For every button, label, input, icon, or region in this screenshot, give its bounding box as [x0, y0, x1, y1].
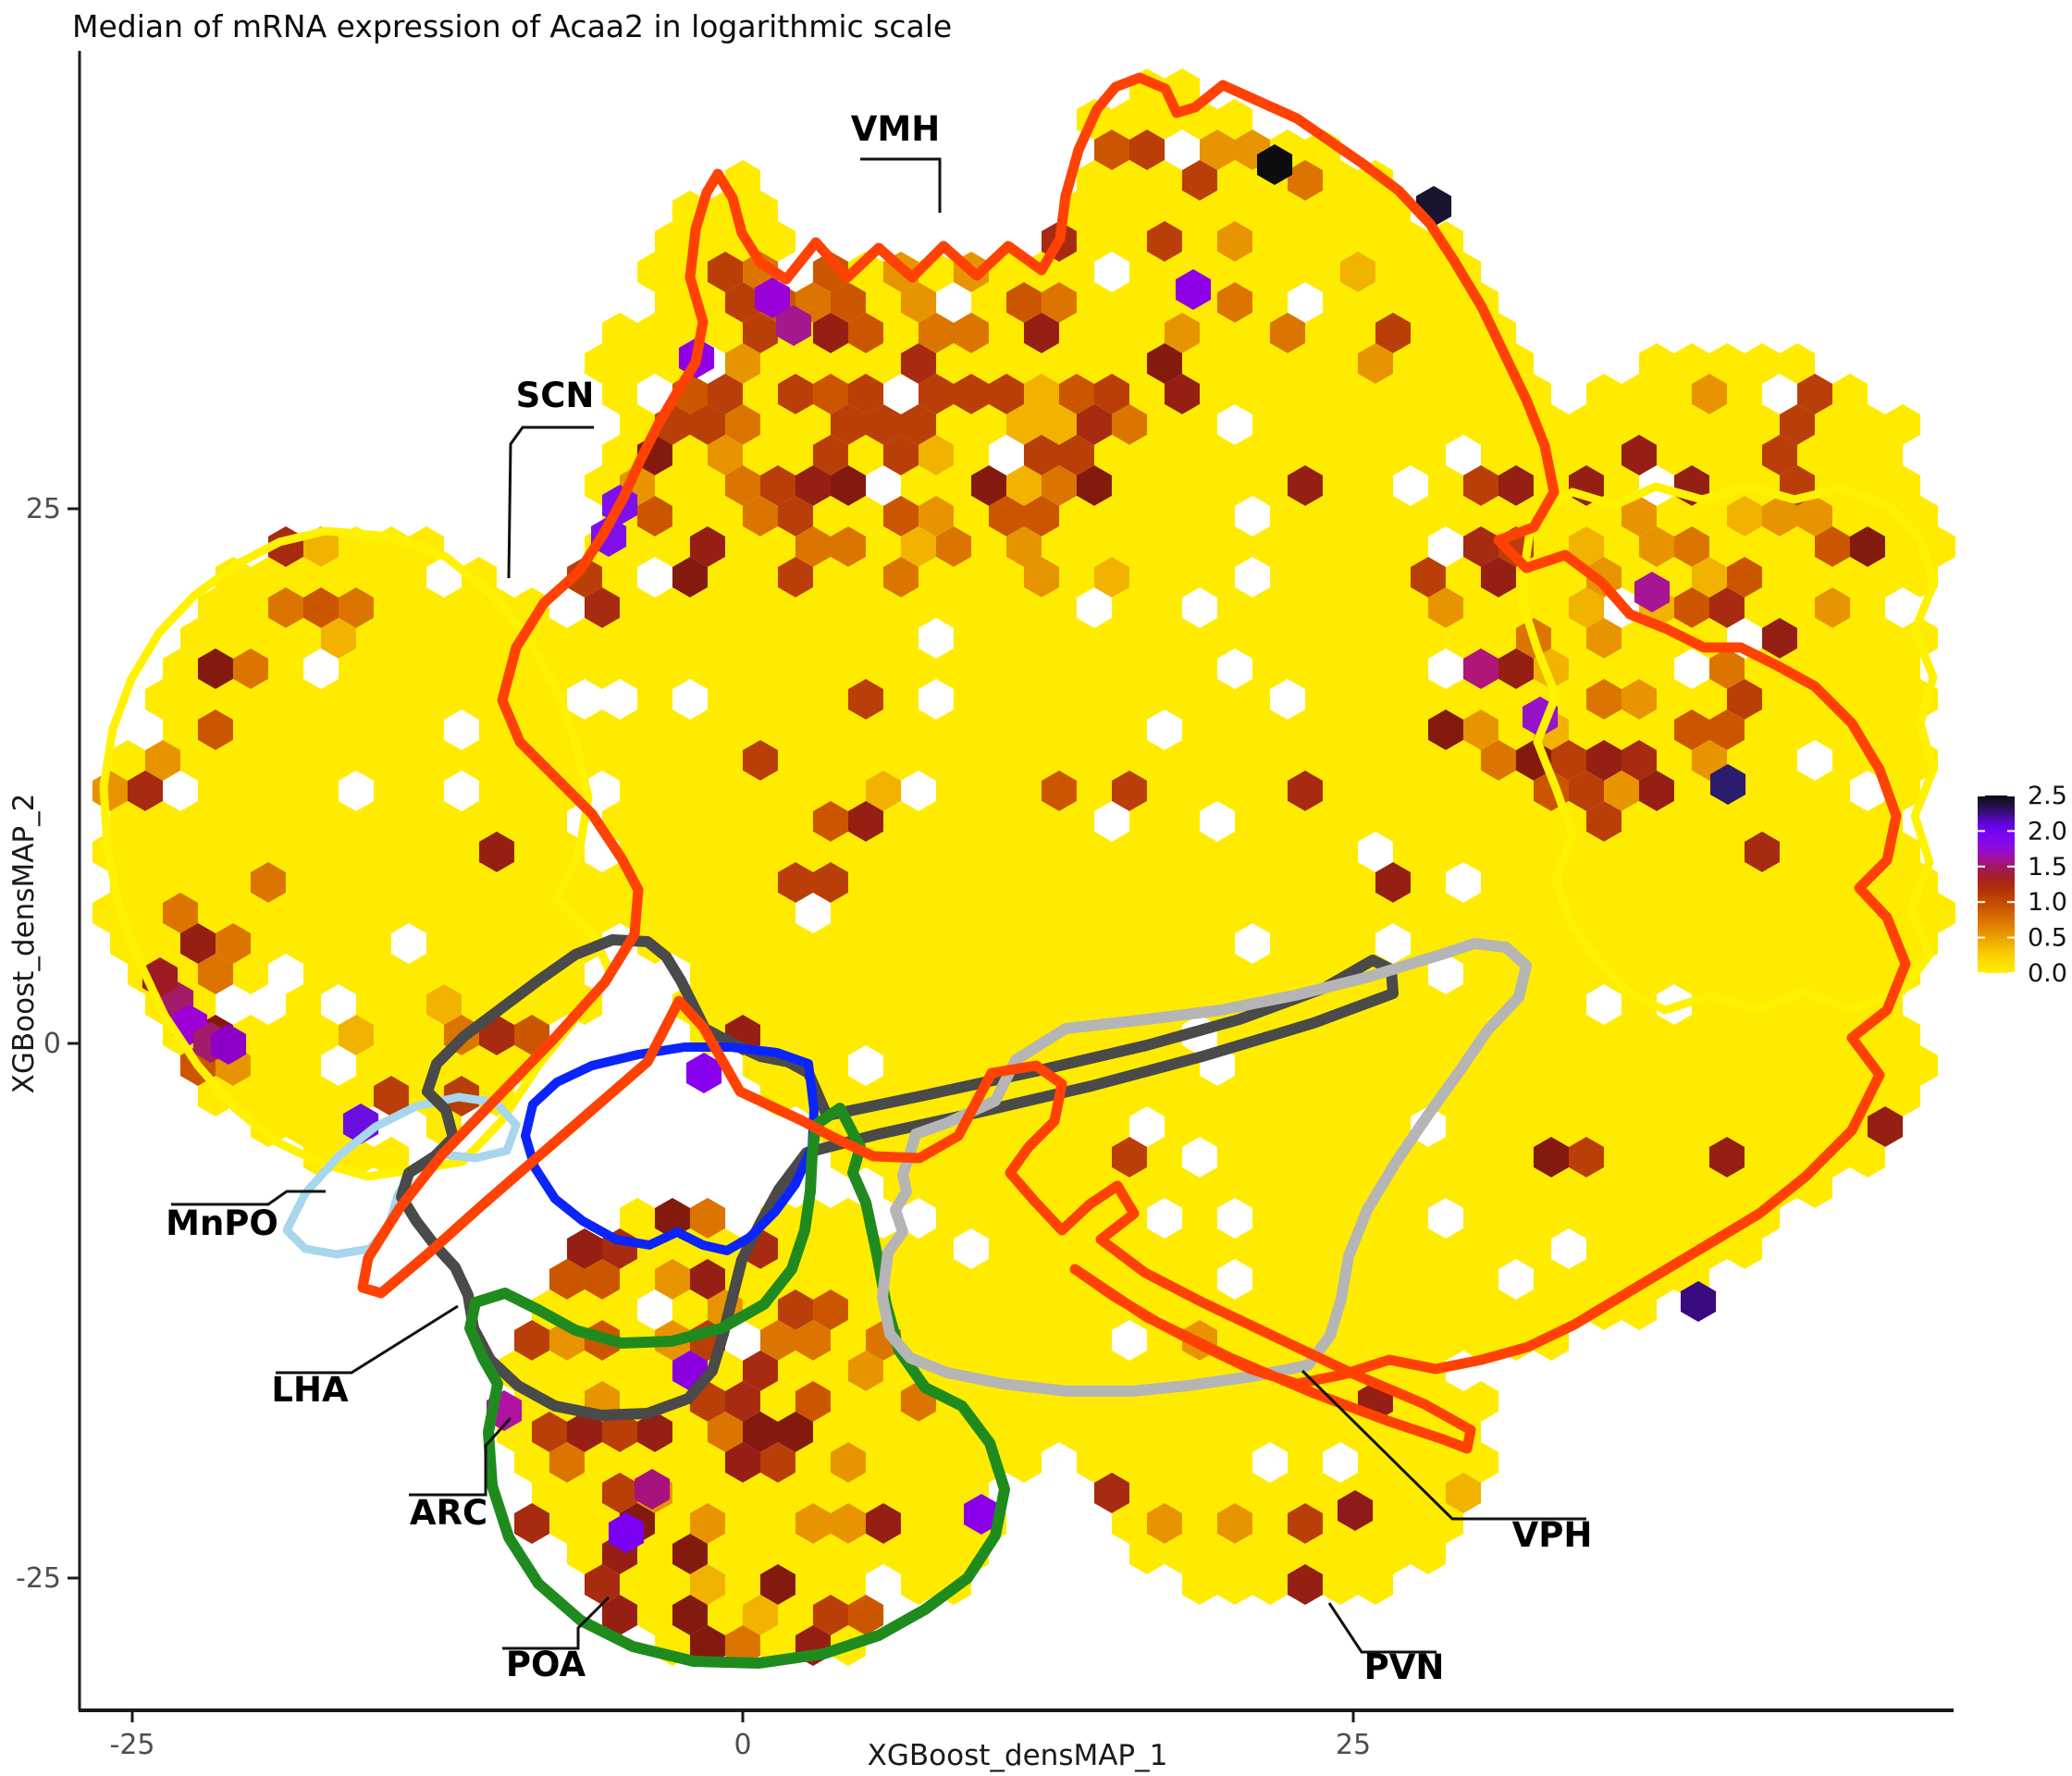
- hexbin-layer: [92, 68, 1956, 1666]
- y-tick-label: 0: [43, 1028, 61, 1060]
- lha-outline: [396, 934, 1399, 1421]
- special-hex: [775, 305, 812, 346]
- mnpo-outline: [282, 1092, 521, 1259]
- x-tick-label: -25: [110, 1729, 155, 1761]
- region-label-vmh: VMH: [851, 109, 940, 149]
- colorbar-tick-label: 1.5: [2028, 853, 2067, 882]
- special-hex: [1680, 1281, 1717, 1322]
- label-callout-mnpo: [171, 1190, 326, 1206]
- yellow-right-outline: [1518, 482, 1938, 1015]
- region-label-lha: LHA: [271, 1370, 349, 1410]
- region-label-arc: ARC: [410, 1493, 487, 1533]
- special-hex: [963, 1494, 1000, 1535]
- region-label-mnpo: MnPO: [166, 1203, 278, 1243]
- y-tick-label: 25: [26, 493, 61, 525]
- special-hex: [634, 1469, 671, 1510]
- label-callout-vmh: [860, 157, 942, 213]
- special-hex: [754, 278, 791, 318]
- axes: -25 0 25 25 0 -25: [16, 51, 1954, 1761]
- region-label-poa: POA: [506, 1645, 586, 1684]
- special-hex: [1709, 764, 1746, 805]
- label-callout-vph: [1301, 1369, 1586, 1521]
- x-tick-label: 25: [1336, 1729, 1371, 1761]
- y-tick-label: -25: [16, 1562, 61, 1595]
- special-hex: [1337, 1490, 1374, 1531]
- special-hex: [210, 1024, 247, 1065]
- colorbar-gradient: [1978, 796, 2015, 973]
- label-callout-poa: [502, 1596, 610, 1650]
- label-callout-pvn: [1327, 1602, 1437, 1654]
- region-label-vph: VPH: [1512, 1515, 1593, 1555]
- special-hex: [608, 1512, 645, 1553]
- label-callout-arc: [409, 1416, 512, 1497]
- x-axis-title: XGBoost_densMAP_1: [868, 1739, 1168, 1772]
- region-label-pvn: PVN: [1364, 1647, 1445, 1687]
- region-labels: VMH SCN MnPO LHA ARC POA PVN VPH: [166, 109, 1592, 1687]
- special-hex: [685, 1053, 722, 1093]
- colorbar-tick-label: 0.0: [2028, 959, 2067, 988]
- colorbar-tick-label: 2.0: [2028, 817, 2067, 845]
- special-hex: [1175, 269, 1212, 310]
- special-hex: [1634, 572, 1671, 612]
- poa-outline: [464, 1103, 1010, 1669]
- colorbar-tick-label: 2.5: [2028, 782, 2067, 810]
- colorbar-tick-label: 0.5: [2028, 924, 2067, 953]
- colorbar-legend: 2.5 2.0 1.5 1.0 0.5 0.0: [1978, 782, 2067, 988]
- x-tick-label: 0: [734, 1729, 751, 1761]
- label-callout-lha: [276, 1304, 459, 1375]
- yellow-left-outline: [99, 526, 615, 1181]
- colorbar-tick-label: 1.0: [2028, 888, 2067, 917]
- region-label-scn: SCN: [516, 376, 595, 415]
- special-hex: [1256, 144, 1293, 185]
- y-axis-title: XGBoost_densMAP_2: [7, 794, 41, 1094]
- chart-title: Median of mRNA expression of Acaa2 in lo…: [72, 8, 952, 44]
- scn-vmh-outline: [357, 72, 1911, 1454]
- label-callout-scn: [507, 426, 594, 579]
